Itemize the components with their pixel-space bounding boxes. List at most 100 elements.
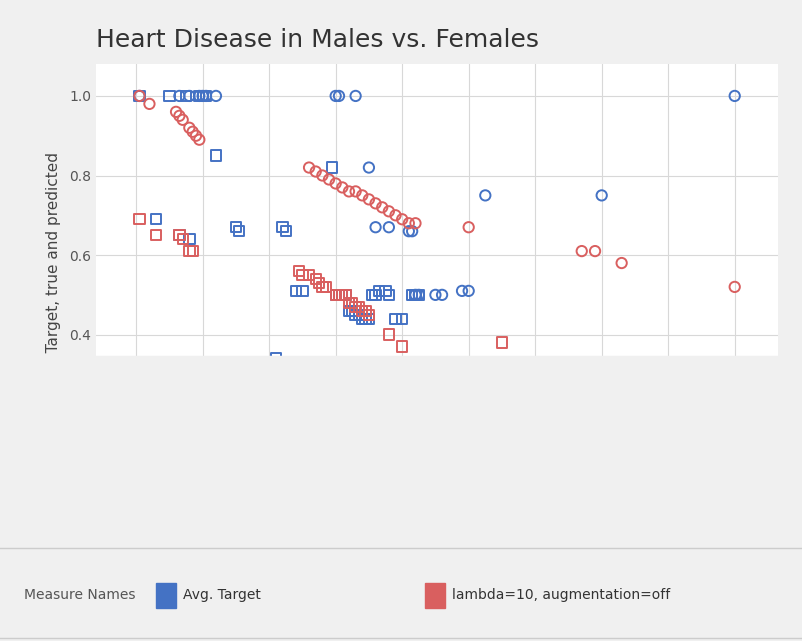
Point — [333, 290, 346, 300]
Point — [310, 167, 322, 177]
Point — [209, 91, 222, 101]
Point — [150, 214, 163, 224]
Point — [363, 162, 375, 172]
Point — [186, 246, 199, 256]
Point — [349, 91, 362, 101]
X-axis label: Average Cholesterol: Average Cholesterol — [360, 553, 514, 568]
Point — [429, 290, 442, 300]
Point — [728, 91, 741, 101]
Point — [409, 290, 422, 300]
Point — [363, 313, 375, 324]
Point — [545, 365, 558, 376]
Point — [322, 174, 335, 185]
Point — [330, 290, 342, 300]
Point — [133, 91, 146, 101]
Point — [336, 182, 349, 192]
Point — [353, 310, 366, 320]
Point — [383, 329, 395, 340]
Point — [183, 234, 196, 244]
Point — [330, 91, 342, 101]
Point — [589, 246, 602, 256]
Text: Avg. Target: Avg. Target — [183, 588, 261, 602]
Point — [276, 222, 289, 232]
Point — [193, 135, 206, 145]
Point — [395, 342, 408, 352]
Point — [293, 266, 306, 276]
Point — [645, 358, 658, 368]
Point — [133, 91, 146, 101]
Point — [356, 306, 369, 316]
Point — [389, 313, 402, 324]
Point — [372, 286, 385, 296]
Point — [339, 290, 352, 300]
Point — [383, 290, 395, 300]
Point — [359, 306, 372, 316]
Point — [310, 389, 322, 399]
Point — [229, 222, 242, 232]
Point — [259, 385, 272, 395]
Point — [342, 297, 355, 308]
Point — [349, 187, 362, 197]
Point — [383, 222, 395, 232]
Point — [728, 282, 741, 292]
Point — [330, 290, 342, 300]
Point — [196, 91, 209, 101]
Point — [353, 302, 366, 312]
Point — [395, 313, 408, 324]
Point — [389, 210, 402, 221]
Point — [173, 230, 186, 240]
Point — [412, 290, 425, 300]
Point — [342, 306, 355, 316]
Point — [316, 282, 329, 292]
Point — [176, 115, 189, 125]
Text: Measure Names: Measure Names — [24, 588, 136, 602]
Point — [369, 222, 382, 232]
Point — [595, 190, 608, 201]
Point — [403, 226, 415, 237]
Point — [326, 162, 338, 172]
Y-axis label: Fraction of Target, true and predicted: Fraction of Target, true and predicted — [46, 152, 61, 438]
Point — [193, 91, 206, 101]
Point — [133, 91, 146, 101]
Point — [356, 190, 369, 201]
Point — [189, 358, 202, 368]
Point — [209, 151, 222, 161]
Point — [395, 214, 408, 224]
Point — [575, 246, 588, 256]
Point — [330, 178, 342, 188]
Point — [186, 358, 199, 368]
Point — [363, 194, 375, 204]
Point — [173, 91, 186, 101]
Point — [333, 91, 346, 101]
Point — [279, 226, 292, 237]
Point — [456, 286, 468, 296]
Point — [545, 488, 558, 499]
Point — [296, 270, 309, 280]
Point — [349, 302, 362, 312]
Point — [176, 234, 189, 244]
Point — [183, 246, 196, 256]
Point — [163, 91, 176, 101]
Point — [200, 91, 213, 101]
Point — [143, 99, 156, 109]
Point — [615, 258, 628, 268]
Point — [170, 106, 183, 117]
Point — [313, 389, 326, 399]
Point — [479, 190, 492, 201]
Point — [186, 127, 199, 137]
Point — [150, 230, 163, 240]
Point — [233, 226, 245, 237]
Point — [462, 222, 475, 232]
Point — [302, 162, 315, 172]
Point — [193, 91, 206, 101]
Point — [409, 290, 422, 300]
Point — [429, 385, 442, 395]
Point — [349, 310, 362, 320]
Point — [342, 187, 355, 197]
Point — [403, 218, 415, 228]
Point — [379, 286, 392, 296]
Point — [290, 286, 302, 296]
Point — [302, 270, 315, 280]
Point — [369, 198, 382, 208]
Point — [339, 290, 352, 300]
